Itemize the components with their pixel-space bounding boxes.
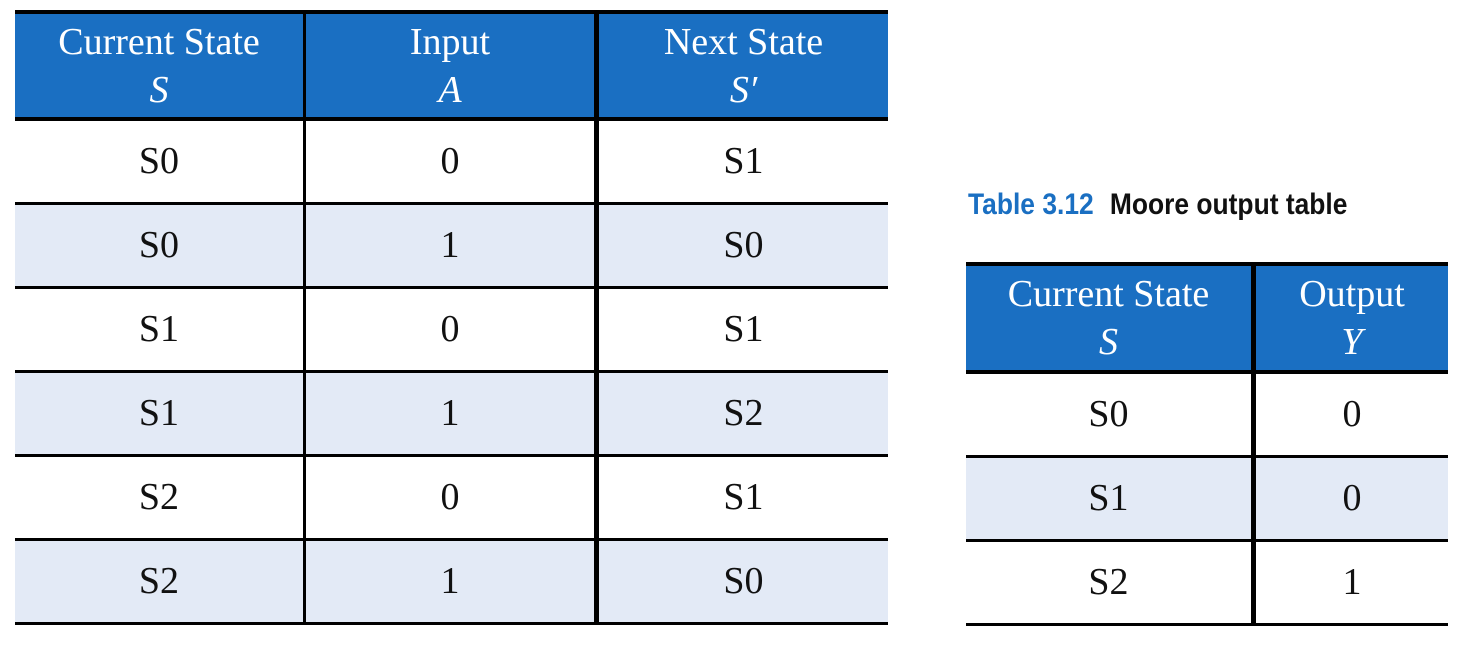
cell-input: 0 xyxy=(304,455,599,541)
cell-input: 1 xyxy=(304,371,599,457)
cell-next-state: S0 xyxy=(596,539,888,625)
state-transition-table: Current State S Input A Next State S′ S0… xyxy=(15,10,888,625)
header-symbol: A xyxy=(438,68,462,111)
cell-current-state: S0 xyxy=(15,119,306,205)
cell-output: 0 xyxy=(1253,456,1448,542)
table-header-row: Current State S Input A Next State S′ xyxy=(15,12,888,121)
cell-current-state: S1 xyxy=(966,456,1256,542)
caption-number: Table 3.12 xyxy=(968,188,1094,221)
header-symbol: S′ xyxy=(729,68,758,111)
table-caption: Table 3.12 Moore output table xyxy=(968,188,1408,222)
table-row: S0 0 xyxy=(966,372,1448,458)
header-current-state: Current State S xyxy=(966,264,1256,374)
cell-current-state: S2 xyxy=(966,540,1256,626)
cell-next-state: S1 xyxy=(596,119,888,205)
cell-next-state: S2 xyxy=(596,371,888,457)
caption-title: Moore output table xyxy=(1109,188,1348,221)
cell-current-state: S0 xyxy=(15,203,306,289)
table-row: S1 1 S2 xyxy=(15,371,888,457)
header-label: Input xyxy=(409,20,491,63)
header-next-state: Next State S′ xyxy=(596,12,888,121)
table-row: S2 1 S0 xyxy=(15,539,888,625)
header-label: Output xyxy=(1299,273,1405,315)
cell-next-state: S0 xyxy=(596,203,888,289)
moore-output-table: Current State S Output Y S0 0 S1 0 S2 1 xyxy=(966,262,1448,626)
table-row: S2 0 S1 xyxy=(15,455,888,541)
table-row: S1 0 xyxy=(966,456,1448,542)
cell-input: 0 xyxy=(304,287,599,373)
header-symbol: S xyxy=(149,68,169,111)
table-row: S1 0 S1 xyxy=(15,287,888,373)
table-row: S2 1 xyxy=(966,540,1448,626)
cell-input: 1 xyxy=(304,539,599,625)
header-label: Current State xyxy=(58,20,260,63)
cell-input: 0 xyxy=(304,119,599,205)
header-output: Output Y xyxy=(1253,264,1448,374)
header-current-state: Current State S xyxy=(15,12,306,121)
cell-output: 0 xyxy=(1253,372,1448,458)
header-symbol: S xyxy=(1099,321,1118,363)
cell-current-state: S2 xyxy=(15,539,306,625)
header-symbol: Y xyxy=(1341,321,1363,363)
header-input: Input A xyxy=(304,12,599,121)
table-row: S0 1 S0 xyxy=(15,203,888,289)
cell-next-state: S1 xyxy=(596,287,888,373)
cell-current-state: S1 xyxy=(15,287,306,373)
cell-input: 1 xyxy=(304,203,599,289)
cell-current-state: S2 xyxy=(15,455,306,541)
header-label: Current State xyxy=(1007,273,1210,315)
cell-output: 1 xyxy=(1253,540,1448,626)
table-header-row: Current State S Output Y xyxy=(966,264,1448,374)
table-row: S0 0 S1 xyxy=(15,119,888,205)
cell-next-state: S1 xyxy=(596,455,888,541)
cell-current-state: S1 xyxy=(15,371,306,457)
cell-current-state: S0 xyxy=(966,372,1256,458)
header-label: Next State xyxy=(663,20,824,63)
